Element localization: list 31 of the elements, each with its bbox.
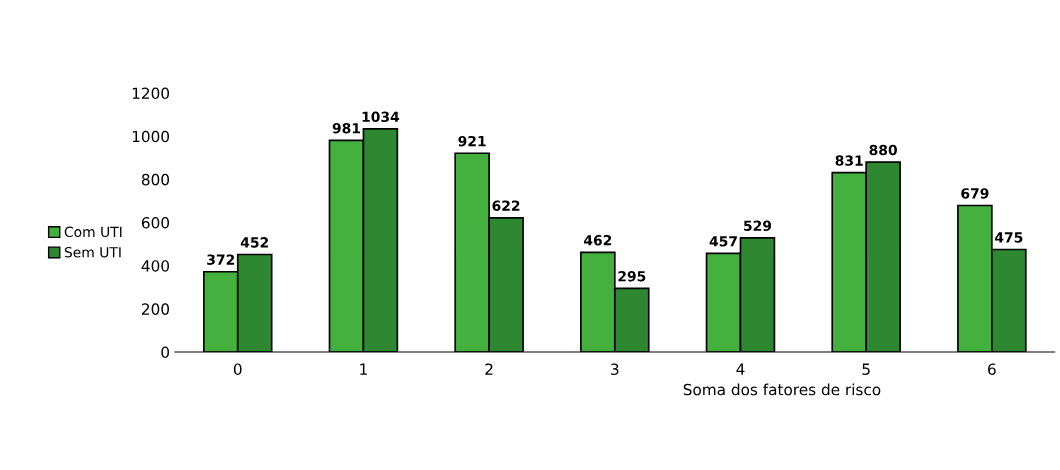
y-tick-label: 1000 [132,130,170,143]
x-tick-label: 2 [485,363,493,375]
data-label: 475 [994,232,1023,243]
x-tick-label: 6 [988,363,996,375]
x-tick-label: 4 [736,363,745,375]
y-tick-label: 400 [141,260,170,272]
data-label: 372 [207,254,235,265]
data-label: 529 [744,220,772,232]
data-label: 1034 [362,111,400,123]
data-label: 981 [332,122,360,134]
x-tick-label: 1 [360,363,367,375]
data-label: 452 [240,237,268,248]
y-tick-label: 0 [161,346,170,359]
y-tick-label: 200 [142,303,170,315]
data-label: 679 [961,188,989,199]
data-label: 462 [583,234,612,246]
y-tick-label: 1200 [132,87,170,100]
x-tick-label: 3 [611,363,619,375]
x-tick-label: 0 [233,363,242,375]
x-axis-title: Soma dos fatores de risco [683,383,881,396]
data-label: 295 [618,271,646,282]
y-tick-label: 600 [141,217,170,229]
data-label: 622 [492,200,520,211]
legend-label: Sem UTI [64,246,121,258]
data-label: 831 [835,155,863,166]
data-label: 457 [709,236,737,247]
data-label: 880 [869,144,897,156]
legend-label: Com UTI [64,226,122,238]
data-label: 921 [458,135,486,147]
y-tick-label: 800 [141,173,170,186]
x-tick-label: 5 [862,363,870,375]
